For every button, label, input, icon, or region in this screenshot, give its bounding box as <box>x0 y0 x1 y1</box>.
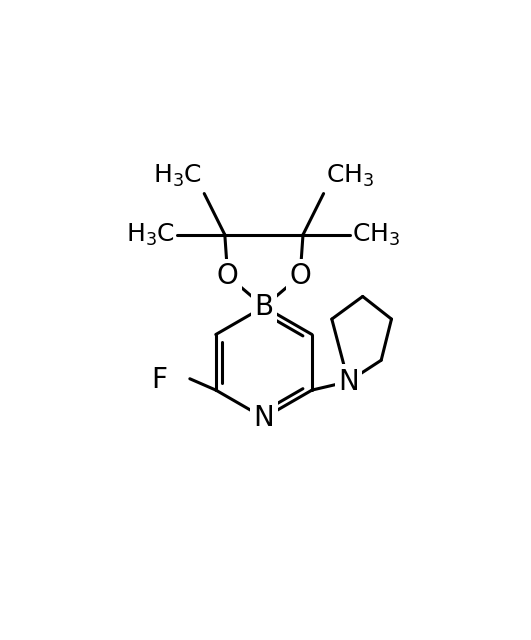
Text: F: F <box>151 366 167 394</box>
Text: $\mathregular{H_3C}$: $\mathregular{H_3C}$ <box>153 163 202 189</box>
Text: $\mathregular{CH_3}$: $\mathregular{CH_3}$ <box>326 163 374 189</box>
Text: B: B <box>254 292 273 321</box>
Text: N: N <box>253 404 275 432</box>
Text: $\mathregular{CH_3}$: $\mathregular{CH_3}$ <box>353 221 400 248</box>
Text: O: O <box>217 262 238 290</box>
Text: N: N <box>338 367 358 396</box>
Text: O: O <box>289 262 311 290</box>
Text: $\mathregular{H_3C}$: $\mathregular{H_3C}$ <box>126 221 175 248</box>
